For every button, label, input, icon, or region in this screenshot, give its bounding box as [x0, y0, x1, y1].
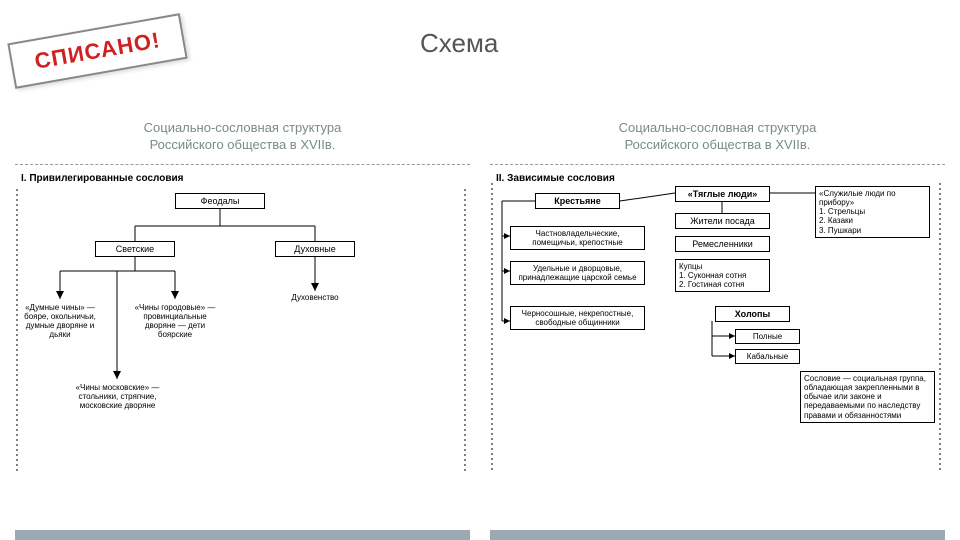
box-kupcy: Купцы 1. Суконная сотня 2. Гостиная сотн… — [675, 259, 770, 293]
box-remes: Ремесленники — [675, 236, 770, 252]
box-posad: Жители посада — [675, 213, 770, 229]
diagram-right: II. Зависимые сословия Крестьяне «Тяглые… — [490, 171, 945, 511]
divider — [490, 164, 945, 165]
box-holopy: Холопы — [715, 306, 790, 322]
box-dumnye: «Думные чины» — бояре, окольничьи, думны… — [20, 301, 100, 342]
heading-left: I. Привилегированные сословия — [21, 173, 183, 184]
footer-bar-left — [15, 530, 470, 540]
box-moskov: «Чины московские» — стольники, стряпчие,… — [70, 381, 165, 413]
box-duhovnye: Духовные — [275, 241, 355, 257]
box-feodaly: Феодалы — [175, 193, 265, 209]
box-gorod: «Чины городовые» — провинциальные дворян… — [130, 301, 220, 342]
box-krest: Крестьяне — [535, 193, 620, 209]
box-polnye: Полные — [735, 329, 800, 344]
panel-left-title: Социально-сословная структура Российског… — [15, 120, 470, 154]
box-svetskie: Светские — [95, 241, 175, 257]
panel-left: Социально-сословная структура Российског… — [15, 120, 470, 520]
box-sluzh: «Служилые люди по прибору» 1. Стрельцы 2… — [815, 186, 930, 238]
box-udel: Удельные и дворцовые, принадлежащие царс… — [510, 261, 645, 285]
box-cherno: Черносошные, некрепостные, свободные общ… — [510, 306, 645, 330]
box-kabal: Кабальные — [735, 349, 800, 364]
page-title: Схема — [420, 28, 498, 59]
box-chastno: Частновладельческие, помещичьи, крепостн… — [510, 226, 645, 250]
heading-right: II. Зависимые сословия — [496, 173, 615, 184]
diagram-left: I. Привилегированные сословия Феодалы Св… — [15, 171, 470, 511]
panel-right-title: Социально-сословная структура Российског… — [490, 120, 945, 154]
footer-bar-right — [490, 530, 945, 540]
divider — [15, 164, 470, 165]
box-tyagl: «Тяглые люди» — [675, 186, 770, 202]
stamp-text: СПИСАНО! — [33, 27, 162, 74]
box-soslovie: Сословие — социальная группа, обладающая… — [800, 371, 935, 423]
box-duhovenstvo: Духовенство — [265, 291, 365, 304]
panel-right: Социально-сословная структура Российског… — [490, 120, 945, 520]
stamp-label: СПИСАНО! — [7, 13, 187, 89]
